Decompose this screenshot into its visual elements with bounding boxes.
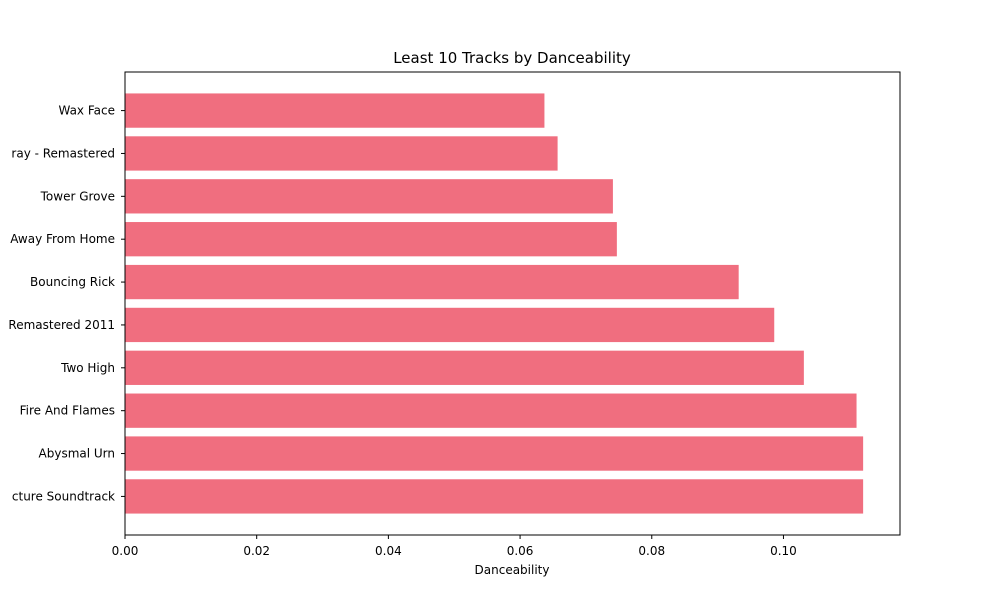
y-tick-label-2: Tower Grove [40,189,115,203]
y-tick-label-7: Fire And Flames [20,404,115,418]
y-axis: Wax Face ray - Remastered Tower Grove Away … [8,104,125,504]
y-tick-label-5: Remastered 2011 [8,318,115,332]
x-tick-label-5: 0.10 [770,544,797,558]
chart-title: Least 10 Tracks by Danceability [393,49,631,67]
bar-3 [125,222,617,256]
y-tick-label-1: ray - Remastered [11,146,115,160]
x-tick-label-1: 0.02 [243,544,270,558]
y-tick-label-0: Wax Face [58,104,115,118]
bar-6 [125,351,804,385]
bar-2 [125,179,613,213]
y-tick-label-6: Two High [60,361,115,375]
y-tick-label-8: Abysmal Urn [39,447,115,461]
bar-0 [125,93,544,127]
bar-1 [125,136,558,170]
bars-layer [125,93,863,513]
bar-5 [125,308,774,342]
y-tick-label-4: Bouncing Rick [30,275,115,289]
y-tick-label-3: Away From Home [10,232,115,246]
x-tick-label-0: 0.00 [112,544,139,558]
x-tick-label-2: 0.04 [375,544,402,558]
bar-8 [125,436,863,470]
bar-4 [125,265,739,299]
x-axis: 0.00 0.02 0.04 0.06 0.08 0.10 [112,535,797,558]
x-tick-label-3: 0.06 [507,544,534,558]
bar-7 [125,394,857,428]
x-axis-title: Danceability [475,563,550,577]
x-tick-label-4: 0.08 [638,544,665,558]
y-tick-label-9: cture Soundtrack [12,489,115,503]
bar-9 [125,479,863,513]
